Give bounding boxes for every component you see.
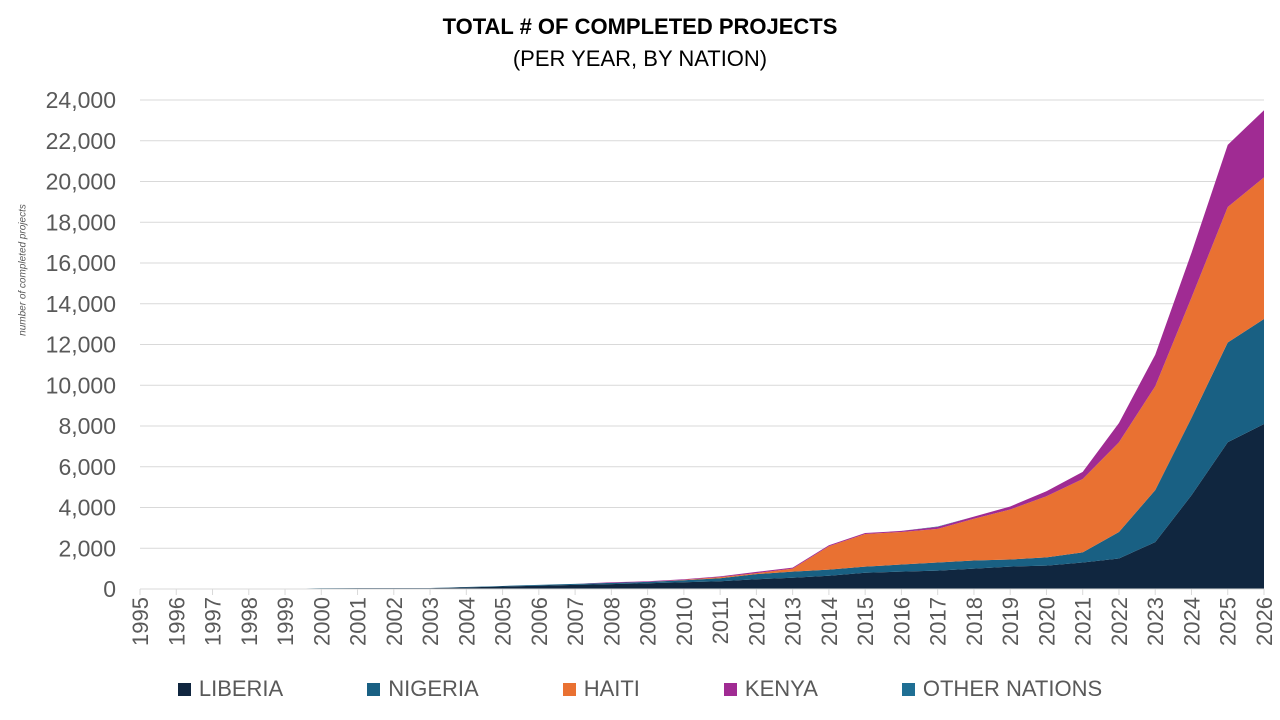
y-tick-label: 0 bbox=[103, 576, 116, 602]
legend-label: LIBERIA bbox=[198, 676, 284, 701]
legend-label: OTHER NATIONS bbox=[922, 676, 1103, 701]
legend-item: HAITI bbox=[562, 676, 640, 702]
legend-label: HAITI bbox=[583, 676, 640, 701]
y-tick-label: 14,000 bbox=[46, 291, 116, 317]
x-tick-label: 2019 bbox=[998, 597, 1023, 646]
y-tick-label: 4,000 bbox=[58, 495, 116, 521]
x-tick-label: 2021 bbox=[1071, 597, 1096, 646]
legend-swatch bbox=[177, 682, 191, 696]
legend-label: KENYA bbox=[744, 676, 818, 701]
y-tick-label: 12,000 bbox=[46, 332, 116, 358]
x-tick-label: 2012 bbox=[744, 597, 769, 646]
x-tick-label: 2001 bbox=[346, 597, 371, 646]
x-tick-label: 2015 bbox=[853, 597, 878, 646]
x-tick-label: 2022 bbox=[1107, 597, 1132, 646]
chart-subtitle: (PER YEAR, BY NATION) bbox=[512, 46, 768, 71]
y-tick-label: 20,000 bbox=[46, 169, 116, 195]
x-tick-label: 2004 bbox=[454, 597, 479, 646]
x-tick-label: 2008 bbox=[599, 597, 624, 646]
legend-item: OTHER NATIONS bbox=[901, 676, 1103, 702]
x-tick-label: 1997 bbox=[201, 597, 226, 646]
x-tick-label: 2016 bbox=[889, 597, 914, 646]
x-tick-label: 2003 bbox=[418, 597, 443, 646]
area-series-haiti bbox=[140, 177, 1264, 590]
x-tick-label: 2010 bbox=[672, 597, 697, 646]
x-tick-label: 2014 bbox=[817, 597, 842, 646]
x-tick-label: 2020 bbox=[1034, 597, 1059, 646]
legend-swatch bbox=[723, 682, 737, 696]
x-tick-label: 2005 bbox=[491, 597, 516, 646]
x-tick-label: 2009 bbox=[636, 597, 661, 646]
legend-item: LIBERIA bbox=[177, 676, 284, 702]
y-tick-label: 8,000 bbox=[58, 413, 116, 439]
legend: LIBERIA NIGERIA HAITI KENYA OTHER NATIONS bbox=[0, 676, 1280, 702]
legend-item: KENYA bbox=[723, 676, 818, 702]
y-tick-label: 2,000 bbox=[58, 535, 116, 561]
chart-title: TOTAL # OF COMPLETED PROJECTS bbox=[442, 14, 838, 39]
x-tick-label: 2025 bbox=[1216, 597, 1241, 646]
legend-swatch bbox=[367, 682, 381, 696]
y-tick-label: 18,000 bbox=[46, 209, 116, 235]
x-tick-label: 1996 bbox=[164, 597, 189, 646]
y-tick-label: 16,000 bbox=[46, 250, 116, 276]
x-tick-label: 1999 bbox=[273, 597, 298, 646]
y-tick-label: 22,000 bbox=[46, 128, 116, 154]
x-tick-label: 2002 bbox=[382, 597, 407, 646]
y-tick-label: 24,000 bbox=[46, 87, 116, 113]
x-tick-label: 2023 bbox=[1143, 597, 1168, 646]
x-tick-label: 2018 bbox=[962, 597, 987, 646]
x-tick-label: 2006 bbox=[527, 597, 552, 646]
legend-label: NIGERIA bbox=[388, 676, 479, 701]
x-tick-label: 2026 bbox=[1252, 597, 1277, 646]
x-tick-label: 2017 bbox=[926, 597, 951, 646]
y-tick-label: 6,000 bbox=[58, 454, 116, 480]
legend-swatch bbox=[562, 682, 576, 696]
x-tick-label: 2011 bbox=[708, 597, 733, 644]
x-tick-label: 2013 bbox=[781, 597, 806, 646]
y-tick-label: 10,000 bbox=[46, 372, 116, 398]
legend-swatch bbox=[901, 682, 915, 696]
x-tick-label: 2007 bbox=[563, 597, 588, 646]
x-tick-label: 1995 bbox=[128, 597, 153, 646]
x-tick-label: 1998 bbox=[237, 597, 262, 646]
area-series-liberia bbox=[140, 423, 1264, 589]
x-tick-label: 2024 bbox=[1179, 597, 1204, 646]
x-tick-label: 2000 bbox=[309, 597, 334, 646]
legend-item: NIGERIA bbox=[367, 676, 479, 702]
